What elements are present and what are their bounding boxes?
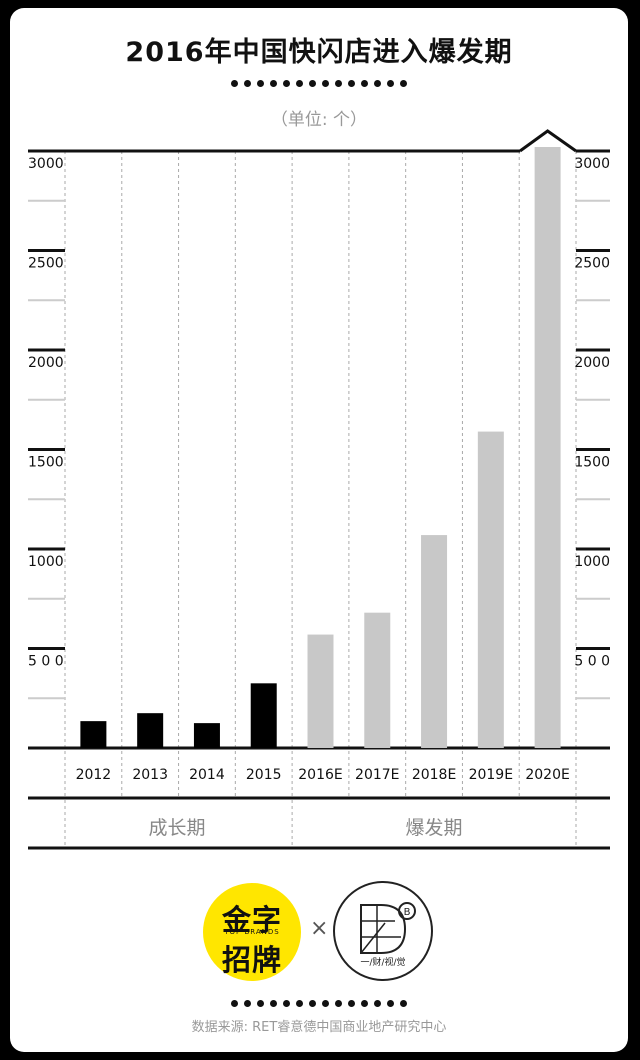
divider-dot	[270, 1000, 277, 1007]
x-tick-label: 2013	[132, 767, 168, 783]
page-title: 2016年中国快闪店进入爆发期	[125, 37, 513, 68]
y-tick-label-left: 5 0 0	[28, 654, 64, 670]
y-tick-label-right: 2000	[574, 355, 610, 371]
bar-2017E	[364, 612, 391, 748]
divider-dot	[400, 80, 407, 87]
infographic-card: 2016年中国快闪店进入爆发期 （单位: 个） 5 0 0 5 0 0 1000 10…	[10, 8, 628, 1052]
bar-2013	[137, 713, 164, 748]
divider-dot	[283, 1000, 290, 1007]
y-tick-label-left: 1500	[28, 455, 64, 471]
unit-label: （单位: 个）	[270, 110, 368, 130]
bar-2012	[80, 721, 107, 748]
divider-dot	[400, 1000, 407, 1007]
divider-dot	[296, 1000, 303, 1007]
x-tick-label: 2014	[189, 767, 225, 783]
bar-2019E	[477, 431, 504, 748]
bar-chart: 5 0 0 5 0 0 1000 1000 1500 1500 2000 2000 2500 25…	[28, 129, 610, 850]
x-tick-label: 2015	[246, 767, 282, 783]
y-tick-label-right: 2500	[574, 256, 610, 272]
bar-2015	[250, 683, 277, 748]
times-sign: ×	[310, 916, 329, 941]
divider-dot	[309, 80, 316, 87]
divider-dot	[270, 80, 277, 87]
top-chevron	[519, 129, 577, 153]
source-dot-divider	[10, 992, 628, 1011]
x-tick-label: 2020E	[525, 767, 569, 783]
x-tick-label: 2016E	[298, 767, 342, 783]
divider-dot	[244, 80, 251, 87]
label-layer: 5 0 0 5 0 0 1000 1000 1500 1500 2000 2000 2500 25…	[28, 156, 610, 783]
divider-dot	[296, 80, 303, 87]
divider-dot	[348, 1000, 355, 1007]
divider-dot	[322, 1000, 329, 1007]
divider-dot	[387, 80, 394, 87]
divider-dot	[335, 1000, 342, 1007]
divider-dot	[244, 1000, 251, 1007]
logo-text-small: TOP BRANDS	[224, 928, 280, 936]
x-tick-label: 2012	[76, 767, 112, 783]
y-tick-label-left: 3000	[28, 156, 64, 172]
divider-dot	[257, 1000, 264, 1007]
divider-dot	[322, 80, 329, 87]
bar-layer	[80, 147, 561, 748]
divider-dot	[361, 1000, 368, 1007]
divider-dot	[231, 80, 238, 87]
y-tick-label-right: 1500	[574, 455, 610, 471]
x-tick-label: 2019E	[469, 767, 513, 783]
yicai-visual-logo: B 一/财/视/觉	[333, 881, 433, 981]
logo-caption: 一/财/视/觉	[360, 958, 406, 968]
bar-2016E	[307, 634, 334, 748]
y-tick-label-left: 1000	[28, 554, 64, 570]
phase-label-growth: 成长期	[148, 817, 206, 839]
x-tick-label: 2018E	[412, 767, 456, 783]
bar-2014	[193, 723, 220, 748]
divider-dot	[257, 80, 264, 87]
x-tick-label: 2017E	[355, 767, 399, 783]
divider-dot	[231, 1000, 238, 1007]
divider-dot	[335, 80, 342, 87]
bar-2020E	[534, 147, 561, 748]
y-tick-label-right: 1000	[574, 554, 610, 570]
bar-2018E	[421, 535, 448, 748]
divider-dot	[348, 80, 355, 87]
top-brands-logo: 金字 TOP BRANDS 招牌	[203, 883, 301, 981]
source-note: 数据来源: RET睿意德中国商业地产研究中心	[191, 1020, 447, 1035]
phase-label-explosion: 爆发期	[405, 817, 463, 839]
divider-dot	[361, 80, 368, 87]
logo-text-bottom: 招牌	[221, 943, 282, 977]
svg-text:B: B	[404, 907, 411, 918]
title-dot-divider	[10, 72, 628, 91]
y-tick-label-right: 3000	[574, 156, 610, 172]
logo-mark-icon: B	[360, 902, 416, 954]
divider-dot	[374, 80, 381, 87]
divider-dot	[309, 1000, 316, 1007]
y-tick-label-right: 5 0 0	[574, 654, 610, 670]
divider-dot	[374, 1000, 381, 1007]
y-tick-label-left: 2000	[28, 355, 64, 371]
logo-text-top: 金字	[221, 903, 282, 937]
y-tick-label-left: 2500	[28, 256, 64, 272]
divider-dot	[283, 80, 290, 87]
grid-layer	[28, 129, 610, 850]
divider-dot	[387, 1000, 394, 1007]
